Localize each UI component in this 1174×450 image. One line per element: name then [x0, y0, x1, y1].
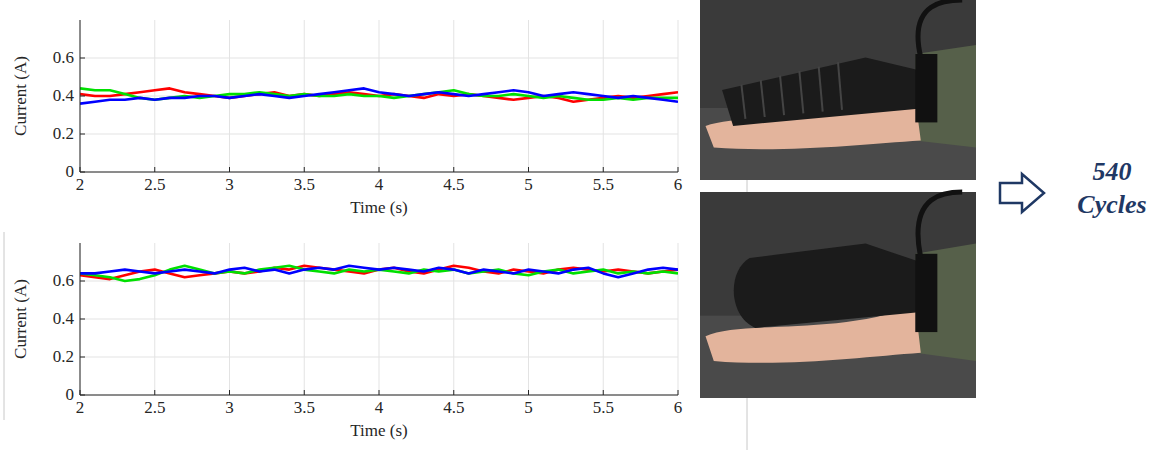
x-tick: [304, 167, 305, 172]
y-tick: [80, 281, 85, 282]
chart-panel: 2 2.5 3 3.5 4 4.5 5 5.5 6 0 0.2 0.4 0.6 Time (s) Curre…: [11, 20, 682, 217]
x-tick: [528, 167, 529, 172]
grid-line: [80, 281, 678, 282]
photo-detail: [838, 62, 842, 110]
y-tick-label: 0: [66, 385, 75, 404]
plot-area: [80, 266, 678, 281]
x-tick-label: 4.5: [443, 175, 464, 194]
x-tick: [80, 390, 81, 395]
grid-line: [80, 58, 678, 59]
y-axis-title: Current (A): [11, 279, 30, 359]
photo-sleeve: [915, 244, 976, 361]
arrow: [1000, 174, 1044, 212]
data-line: [80, 266, 678, 277]
x-axis-title: Time (s): [350, 198, 407, 217]
x-tick-label: 3: [225, 175, 234, 194]
figure: 2 2.5 3 3.5 4 4.5 5 5.5 6 0 0.2 0.4 0.6 Time (s) Curre…: [0, 0, 1174, 450]
photo: [700, 192, 976, 398]
x-tick: [154, 390, 155, 395]
y-tick-label: 0.2: [53, 124, 74, 143]
x-tick: [678, 167, 679, 172]
x-tick: [154, 167, 155, 172]
x-tick-label: 2: [76, 398, 85, 417]
photo-device: [722, 58, 926, 126]
photo-detail: [799, 71, 803, 113]
y-tick-label: 0.6: [53, 48, 74, 67]
y-tick: [80, 134, 85, 135]
photo-detail: [780, 76, 784, 116]
grid-line: [80, 134, 678, 135]
y-tick: [80, 319, 85, 320]
x-tick-label: 2.5: [144, 175, 165, 194]
x-tick: [379, 167, 380, 172]
y-tick-label: 0.4: [53, 309, 75, 328]
callout-label: Cycles: [1077, 190, 1146, 219]
x-axis-title: Time (s): [350, 421, 407, 440]
y-axis-title: Current (A): [11, 56, 30, 136]
y-tick: [80, 96, 85, 97]
x-tick-label: 4.5: [443, 398, 464, 417]
x-tick-label: 2: [76, 175, 85, 194]
x-tick: [603, 167, 604, 172]
x-tick: [528, 390, 529, 395]
x-tick: [379, 390, 380, 395]
x-tick: [453, 167, 454, 172]
photo-cable: [918, 192, 962, 258]
x-tick: [80, 167, 81, 172]
y-tick: [80, 172, 85, 173]
x-tick-label: 3.5: [294, 175, 315, 194]
x-tick: [453, 390, 454, 395]
photo-strap: [915, 254, 937, 332]
x-tick: [603, 390, 604, 395]
photo-background: [700, 0, 976, 180]
photo-sleeve: [915, 45, 976, 148]
y-tick: [80, 357, 85, 358]
x-tick: [304, 390, 305, 395]
divider: [4, 232, 5, 420]
x-tick-label: 4: [375, 398, 384, 417]
y-tick-label: 0: [66, 162, 75, 181]
x-tick-label: 3.5: [294, 398, 315, 417]
x-tick-label: 3: [225, 398, 234, 417]
photo-background: [700, 192, 976, 398]
y-tick: [80, 395, 85, 396]
y-tick-label: 0.6: [53, 271, 74, 290]
photo-detail: [819, 67, 823, 112]
x-tick-label: 5: [524, 175, 533, 194]
data-line: [80, 266, 678, 281]
x-tick: [678, 390, 679, 395]
y-tick-label: 0.4: [53, 86, 75, 105]
x-tick-label: 5: [524, 398, 533, 417]
photo-detail: [741, 85, 745, 119]
photo-strap: [915, 54, 937, 122]
y-tick-label: 0.2: [53, 347, 74, 366]
callout-value: 540: [1093, 157, 1132, 186]
x-tick-label: 5.5: [593, 175, 614, 194]
data-line: [80, 88, 678, 103]
grid-line: [80, 357, 678, 358]
plot-area: [80, 88, 678, 103]
x-tick-label: 5.5: [593, 398, 614, 417]
x-tick-label: 4: [375, 175, 384, 194]
y-tick: [80, 58, 85, 59]
x-tick: [229, 390, 230, 395]
x-tick-label: 6: [674, 398, 683, 417]
x-tick-label: 2.5: [144, 398, 165, 417]
photo-detail: [761, 80, 765, 117]
photo-device: [734, 244, 927, 328]
x-tick: [229, 167, 230, 172]
chart-panel: 2 2.5 3 3.5 4 4.5 5 5.5 6 0 0.2 0.4 0.6 Time (s) Curre…: [11, 243, 682, 440]
x-tick-label: 6: [674, 175, 683, 194]
photo: [700, 0, 976, 180]
photo-cable: [918, 0, 962, 58]
grid-line: [80, 319, 678, 320]
